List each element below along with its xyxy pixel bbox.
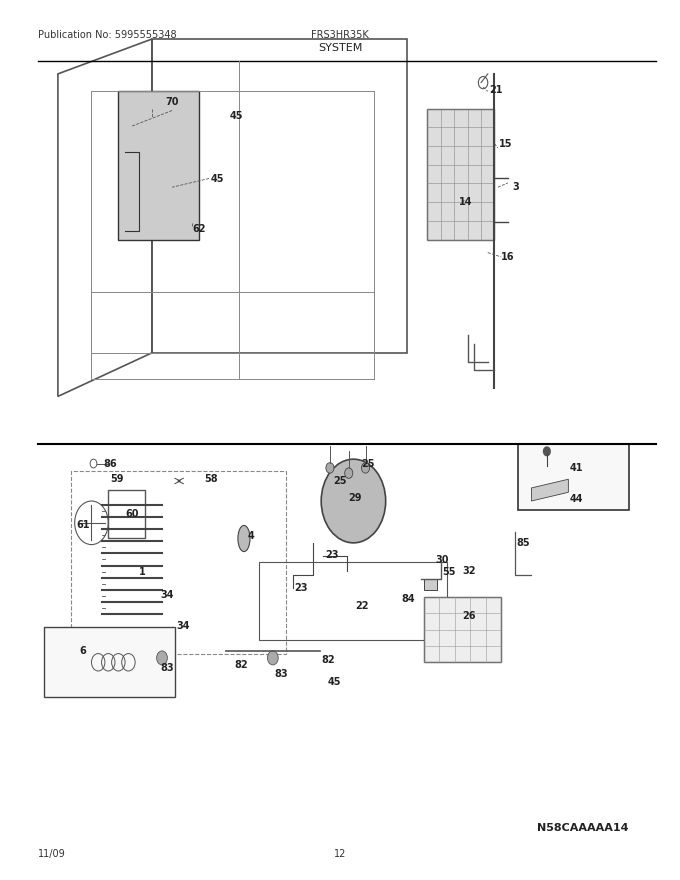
Text: FRS3HR35K: FRS3HR35K [311, 30, 369, 40]
Text: 23: 23 [294, 583, 308, 593]
Text: 84: 84 [402, 594, 415, 604]
Text: 30: 30 [435, 555, 449, 565]
Text: 45: 45 [229, 111, 243, 121]
Text: 41: 41 [570, 463, 583, 473]
Text: 45: 45 [211, 173, 224, 184]
Text: 23: 23 [325, 550, 339, 560]
Text: 25: 25 [362, 459, 375, 469]
Text: 86: 86 [103, 458, 117, 468]
FancyBboxPatch shape [518, 444, 629, 510]
Circle shape [362, 463, 369, 473]
Text: 3: 3 [513, 182, 520, 192]
Text: Publication No: 5995555348: Publication No: 5995555348 [38, 30, 176, 40]
Text: 55: 55 [442, 568, 456, 577]
Polygon shape [532, 480, 568, 501]
Text: 25: 25 [333, 476, 347, 486]
Text: 44: 44 [570, 495, 583, 504]
Text: 32: 32 [462, 566, 476, 576]
Text: 83: 83 [160, 664, 173, 673]
Text: 16: 16 [501, 252, 515, 262]
Text: 45: 45 [328, 678, 341, 687]
Text: 15: 15 [498, 139, 512, 149]
Text: 62: 62 [192, 224, 206, 234]
Text: 59: 59 [110, 474, 124, 484]
Text: 82: 82 [234, 660, 248, 670]
Text: 29: 29 [348, 494, 362, 503]
Text: N58CAAAAA14: N58CAAAAA14 [537, 823, 629, 832]
Text: 82: 82 [321, 655, 335, 664]
Bar [424, 579, 437, 590]
Text: 4: 4 [248, 531, 254, 541]
Text: 34: 34 [160, 590, 173, 600]
Text: 85: 85 [516, 538, 530, 548]
Text: 6: 6 [80, 646, 86, 656]
Circle shape [543, 447, 550, 456]
Bar [427, 109, 494, 239]
Text: 34: 34 [177, 620, 190, 631]
Bar [108, 489, 146, 538]
Text: 22: 22 [355, 601, 369, 611]
Text: 83: 83 [274, 669, 288, 678]
Text: 61: 61 [77, 520, 90, 531]
Circle shape [345, 468, 353, 479]
Circle shape [267, 651, 278, 665]
Circle shape [156, 651, 167, 665]
Text: 21: 21 [489, 84, 503, 94]
Text: 14: 14 [459, 197, 473, 207]
Text: 26: 26 [462, 611, 476, 621]
FancyBboxPatch shape [44, 627, 175, 697]
FancyBboxPatch shape [118, 92, 199, 239]
Text: 58: 58 [204, 474, 218, 484]
Text: 12: 12 [334, 849, 346, 859]
Text: SYSTEM: SYSTEM [318, 43, 362, 53]
Ellipse shape [238, 525, 250, 552]
Circle shape [326, 463, 334, 473]
Text: 70: 70 [165, 97, 179, 106]
Text: 60: 60 [125, 510, 139, 519]
Text: 1: 1 [139, 568, 146, 577]
Circle shape [321, 459, 386, 543]
Text: 11/09: 11/09 [38, 849, 65, 859]
Bar [424, 597, 501, 663]
